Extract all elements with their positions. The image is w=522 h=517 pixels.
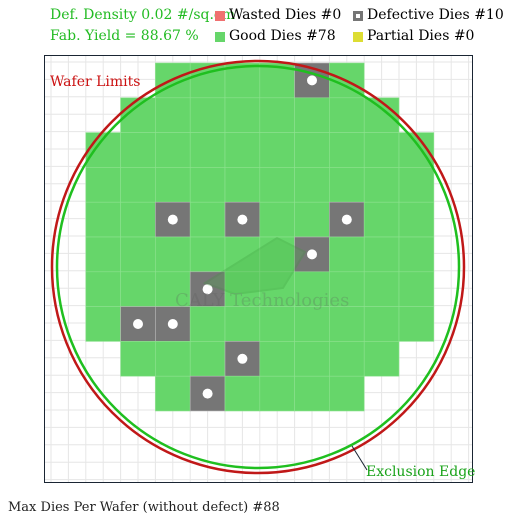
good-die bbox=[189, 167, 226, 203]
good-die bbox=[189, 132, 226, 168]
defect-marker bbox=[237, 353, 248, 364]
good-die bbox=[155, 132, 191, 168]
watermark-logo bbox=[202, 236, 307, 296]
defect-marker bbox=[167, 214, 178, 225]
good-die bbox=[363, 236, 400, 273]
good-die bbox=[120, 167, 156, 203]
good-die bbox=[363, 167, 400, 203]
good-die bbox=[363, 306, 400, 342]
good-die bbox=[398, 167, 435, 203]
defect-marker bbox=[167, 319, 178, 329]
good-die bbox=[259, 341, 295, 377]
good-die bbox=[155, 97, 191, 133]
good-die bbox=[259, 375, 295, 412]
good-die bbox=[155, 375, 191, 412]
defect-marker bbox=[341, 214, 352, 225]
wasted-dies-swatch bbox=[215, 11, 225, 21]
good-die bbox=[398, 236, 435, 273]
good-die bbox=[224, 236, 261, 273]
good-die bbox=[155, 236, 191, 273]
max-dies-footer: Max Dies Per Wafer (without defect) #88 bbox=[8, 500, 280, 515]
good-die bbox=[224, 306, 261, 342]
good-die bbox=[363, 201, 400, 238]
wafer-limits-label: Wafer Limits bbox=[50, 74, 141, 90]
good-dies-label: Good Dies #78 bbox=[229, 28, 336, 44]
partial-dies-label: Partial Dies #0 bbox=[367, 28, 475, 44]
good-die bbox=[259, 97, 295, 133]
good-die bbox=[294, 375, 330, 412]
good-die bbox=[363, 271, 400, 307]
good-die bbox=[120, 271, 156, 307]
good-die bbox=[259, 306, 295, 342]
defect-marker bbox=[133, 319, 143, 329]
good-die bbox=[189, 306, 226, 342]
good-die bbox=[85, 201, 121, 238]
defect-density-label: Def. Density 0.02 #/sq.cm bbox=[50, 7, 236, 23]
exclusion-edge-pointer bbox=[351, 445, 368, 471]
defective-dies-label: Defective Dies #10 bbox=[367, 7, 504, 23]
good-die bbox=[329, 167, 365, 203]
wafer-limit-circle bbox=[50, 59, 466, 475]
good-die bbox=[224, 97, 261, 133]
good-die bbox=[155, 167, 191, 203]
good-die bbox=[259, 271, 295, 307]
good-die bbox=[294, 306, 330, 342]
good-die bbox=[294, 201, 330, 238]
good-die bbox=[189, 236, 226, 273]
defect-marker bbox=[237, 214, 248, 225]
exclusion-edge-label: Exclusion Edge bbox=[366, 464, 476, 480]
wafer-map: CALY Technologies bbox=[44, 55, 473, 483]
defective-dies-swatch bbox=[353, 11, 363, 21]
good-die bbox=[155, 341, 191, 377]
good-die bbox=[120, 341, 156, 377]
good-die bbox=[294, 132, 330, 168]
good-die bbox=[85, 271, 121, 307]
wasted-dies-label: Wasted Dies #0 bbox=[229, 7, 342, 23]
good-die bbox=[85, 167, 121, 203]
good-die bbox=[294, 97, 330, 133]
defect-marker bbox=[202, 284, 213, 295]
good-die bbox=[329, 375, 365, 412]
good-die bbox=[294, 341, 330, 377]
defect-marker bbox=[307, 75, 317, 86]
good-die bbox=[259, 236, 295, 273]
wafer-map-svg: CALY Technologies bbox=[45, 56, 472, 482]
partial-dies-swatch bbox=[353, 32, 363, 42]
good-die bbox=[259, 167, 295, 203]
defect-marker bbox=[307, 249, 317, 260]
good-die bbox=[189, 341, 226, 377]
good-die bbox=[85, 236, 121, 273]
fab-yield-label: Fab. Yield = 88.67 % bbox=[50, 28, 199, 44]
good-die bbox=[224, 167, 261, 203]
good-die bbox=[259, 132, 295, 168]
good-die bbox=[329, 306, 365, 342]
good-die bbox=[329, 236, 365, 273]
good-die bbox=[189, 201, 226, 238]
good-die bbox=[85, 306, 121, 342]
good-die bbox=[329, 132, 365, 168]
good-die bbox=[363, 132, 400, 168]
good-die bbox=[224, 375, 261, 412]
good-die bbox=[398, 306, 435, 342]
defect-marker bbox=[202, 388, 213, 399]
good-die bbox=[120, 236, 156, 273]
good-die bbox=[120, 201, 156, 238]
good-die bbox=[294, 271, 330, 307]
exclusion-edge-circle bbox=[55, 64, 461, 470]
good-die bbox=[398, 271, 435, 307]
watermark: CALY Technologies bbox=[175, 236, 349, 311]
good-die bbox=[294, 167, 330, 203]
good-die bbox=[329, 341, 365, 377]
good-die bbox=[363, 341, 400, 377]
good-die bbox=[363, 97, 400, 133]
good-die bbox=[398, 201, 435, 238]
good-die bbox=[120, 132, 156, 168]
good-die bbox=[329, 97, 365, 133]
die-grid bbox=[85, 62, 435, 412]
watermark-text: CALY Technologies bbox=[175, 290, 349, 311]
good-die bbox=[224, 132, 261, 168]
good-die bbox=[189, 97, 226, 133]
good-dies-swatch bbox=[215, 32, 225, 42]
good-die bbox=[259, 201, 295, 238]
